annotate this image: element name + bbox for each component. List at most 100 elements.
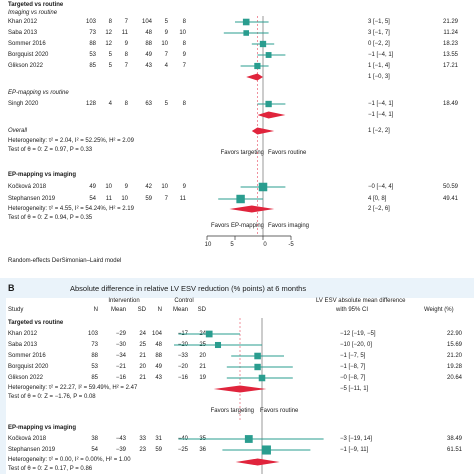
panel-a-pooled-diamond-0 bbox=[246, 73, 263, 81]
cell: 10 bbox=[161, 41, 168, 47]
study-name: Glikson 2022 bbox=[8, 63, 44, 69]
heterogeneity-1: Heterogeneity: τ² = 22.27, I² = 59.49%, … bbox=[8, 385, 138, 391]
cell: 103 bbox=[87, 331, 98, 337]
cell: 9 bbox=[124, 41, 128, 47]
cell: 8 bbox=[108, 19, 112, 25]
cell: 9 bbox=[124, 184, 128, 190]
cell: −30 bbox=[115, 342, 126, 348]
cell: 10 bbox=[121, 196, 128, 202]
cell: 49 bbox=[145, 52, 152, 58]
header-col: SD bbox=[197, 307, 206, 313]
study-name: Sommer 2016 bbox=[8, 353, 46, 359]
cell: 7 bbox=[164, 52, 168, 58]
heterogeneity-2: Heterogeneity: τ² = 4.55, I² = 54.24%, H… bbox=[8, 206, 134, 212]
weight: 15.69 bbox=[446, 342, 462, 348]
panel-b-study-0-square bbox=[205, 330, 213, 338]
cell: 11 bbox=[179, 196, 186, 202]
axis-tick-label: 0 bbox=[263, 242, 267, 248]
header-control: Control bbox=[174, 298, 194, 304]
cell: 88 bbox=[155, 353, 162, 359]
cell: 48 bbox=[155, 342, 162, 348]
panel-a-pooled-diamond-3 bbox=[229, 205, 275, 213]
pooled-ci-text: 1 [−0, 3] bbox=[368, 74, 390, 80]
ci-text: −12 [−19, −5] bbox=[340, 331, 376, 337]
overall-label: Overall bbox=[8, 128, 28, 134]
panel-b-pooled-diamond-1 bbox=[235, 458, 280, 466]
cell: 9 bbox=[164, 30, 168, 36]
cell: 8 bbox=[124, 52, 128, 58]
axis-tick-label: -5 bbox=[288, 242, 294, 248]
cell: −33 bbox=[177, 353, 188, 359]
cell: 59 bbox=[145, 196, 152, 202]
ci-text: 4 [0, 8] bbox=[368, 196, 387, 202]
cell: 49 bbox=[155, 364, 162, 370]
cell: 21 bbox=[139, 353, 146, 359]
ci-text: −10 [−20, 0] bbox=[340, 342, 373, 348]
pooled-ci-text: −5 [−11, 1] bbox=[340, 386, 369, 392]
panel-b-study-1-square bbox=[214, 341, 222, 349]
cell: 7 bbox=[164, 196, 168, 202]
header-effect: LV ESV absolute mean difference bbox=[316, 298, 406, 304]
test-1: Test of θ = 0: Z = −1.76, P = 0.08 bbox=[8, 394, 96, 400]
cell: 43 bbox=[145, 63, 152, 69]
weight: 50.59 bbox=[442, 184, 458, 190]
test-1: Test of θ = 0: Z = 0.97, P = 0.33 bbox=[8, 147, 93, 153]
study-name: Borgquist 2020 bbox=[8, 52, 49, 58]
cell: 20 bbox=[199, 353, 206, 359]
weight: 38.49 bbox=[446, 436, 462, 442]
cell: 42 bbox=[145, 184, 152, 190]
header-col: SD bbox=[137, 307, 146, 313]
panel-a-study-7-square bbox=[236, 194, 245, 204]
heterogeneity-2: Heterogeneity: τ² = 0.00, I² = 0.00%, H²… bbox=[8, 457, 131, 463]
cell: 7 bbox=[124, 63, 128, 69]
cell: 85 bbox=[91, 375, 98, 381]
cell: 4 bbox=[164, 63, 168, 69]
weight: 13.55 bbox=[442, 52, 458, 58]
cell: 104 bbox=[141, 19, 152, 25]
ci-text: −3 [−19, 14] bbox=[340, 436, 373, 442]
cell: 73 bbox=[89, 30, 96, 36]
cell: 5 bbox=[108, 63, 112, 69]
weight: 20.64 bbox=[446, 375, 462, 381]
cell: 33 bbox=[139, 436, 146, 442]
header-col: N bbox=[93, 307, 98, 313]
weight: 18.23 bbox=[442, 41, 458, 47]
cell: 48 bbox=[145, 30, 152, 36]
cell: −25 bbox=[177, 447, 188, 453]
panel-letter: B bbox=[8, 283, 15, 293]
cell: 12 bbox=[105, 30, 112, 36]
cell: 5 bbox=[164, 101, 168, 107]
pooled-ci-text: −1 [−4, 1] bbox=[368, 112, 394, 118]
cell: −20 bbox=[177, 364, 188, 370]
study-name: Sommer 2016 bbox=[8, 41, 46, 47]
ci-text: −0 [−8, 7] bbox=[340, 375, 366, 381]
cell: 9 bbox=[182, 52, 186, 58]
ci-text: −1 [−4, 1] bbox=[368, 52, 394, 58]
panel-b-study-3-square bbox=[254, 363, 261, 371]
cell: 43 bbox=[155, 375, 162, 381]
study-name: Stephansen 2019 bbox=[8, 447, 56, 453]
study-name: Glikson 2022 bbox=[8, 375, 44, 381]
ci-text: 0 [−2, 2] bbox=[368, 41, 390, 47]
heterogeneity-1: Heterogeneity: τ² = 2.04, I² = 52.25%, H… bbox=[8, 138, 134, 144]
overall-ci-text: 1 [−2, 2] bbox=[368, 128, 390, 134]
cell: 53 bbox=[89, 52, 96, 58]
header-col: N bbox=[157, 307, 162, 313]
favors-left-1: Favors targeting bbox=[220, 150, 264, 156]
group-title-ep-imaging: EP-mapping vs imaging bbox=[8, 172, 77, 178]
cell: 8 bbox=[182, 101, 186, 107]
header-intervention: Intervention bbox=[108, 298, 140, 304]
cell: 24 bbox=[139, 331, 146, 337]
cell: 4 bbox=[108, 101, 112, 107]
header-col: Mean bbox=[172, 307, 188, 313]
study-name: Saba 2013 bbox=[8, 342, 38, 348]
cell: 54 bbox=[91, 447, 98, 453]
panel-b-pooled-diamond-0 bbox=[213, 385, 267, 393]
study-name: Khan 2012 bbox=[8, 331, 38, 337]
panel-b-study-4-square bbox=[258, 374, 266, 382]
ci-text: −1 [−7, 5] bbox=[340, 353, 366, 359]
weight: 21.20 bbox=[446, 353, 462, 359]
cell: 5 bbox=[164, 19, 168, 25]
cell: 63 bbox=[145, 101, 152, 107]
ci-text: −1 [−9, 11] bbox=[340, 447, 369, 453]
